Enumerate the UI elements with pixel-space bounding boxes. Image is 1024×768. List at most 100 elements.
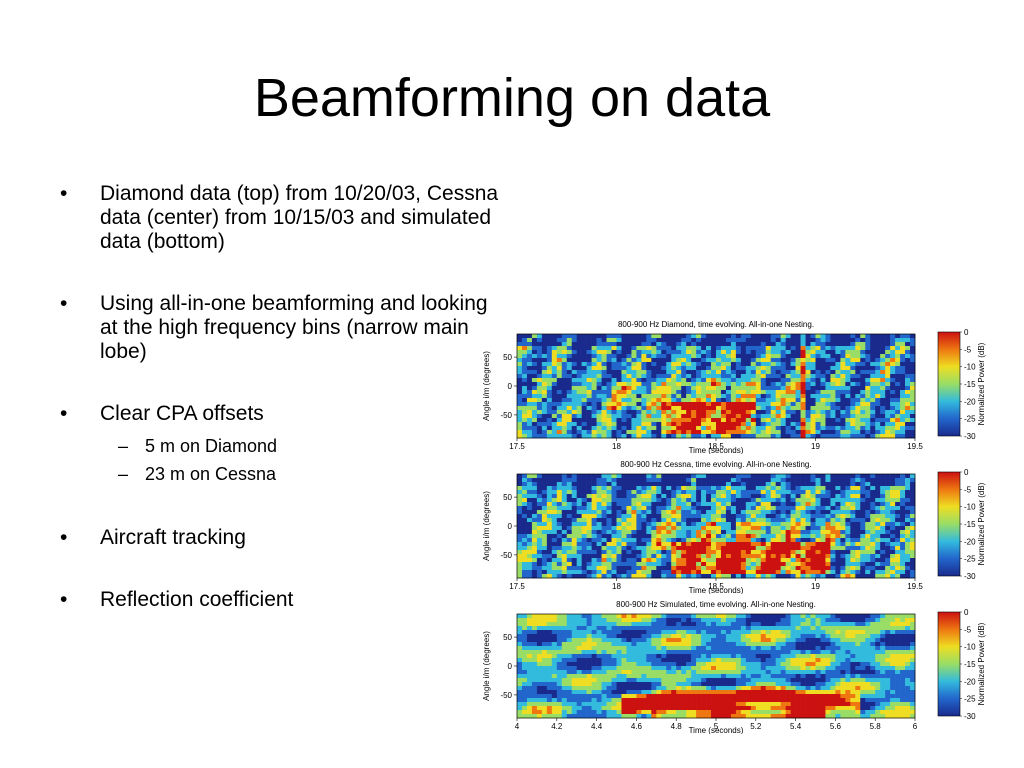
- bullet-glyph: •: [60, 588, 68, 611]
- colorbar-tick-label: -10: [964, 363, 976, 372]
- colorbar-diamond: 0 -5 -10 -15 -20 -25 -30 Normalized Power (dB): [930, 326, 990, 446]
- colorbar-tick-label: -25: [964, 695, 976, 704]
- panel-svg: 800-900 Hz Diamond, time evolving. All-i…: [482, 320, 923, 454]
- colorbar-tick-label: -15: [964, 380, 976, 389]
- sub-bullet-item: – 5 m on Diamond: [100, 432, 500, 460]
- x-axis-label: Time (seconds): [689, 726, 744, 734]
- colorbar-label: Normalized Power (dB): [977, 622, 986, 705]
- colorbar-tick-label: -30: [964, 712, 976, 721]
- colorbar-tick-label: -20: [964, 677, 976, 686]
- x-tick-label: 18: [612, 582, 621, 591]
- colorbar-tick-label: -20: [964, 537, 976, 546]
- bullet-glyph: •: [60, 182, 68, 205]
- bullet-list: • Diamond data (top) from 10/20/03, Cess…: [60, 182, 500, 650]
- colorbar-tick-label: -30: [964, 432, 976, 441]
- sub-bullet-text: 23 m on Cessna: [145, 464, 277, 484]
- panel-title: 800-900 Hz Diamond, time evolving. All-i…: [618, 320, 814, 329]
- colorbar-label: Normalized Power (dB): [977, 342, 986, 425]
- bullet-item: • Diamond data (top) from 10/20/03, Cess…: [60, 182, 500, 254]
- colorbar-tick-label: -25: [964, 415, 976, 424]
- y-tick-label: 0: [508, 662, 513, 671]
- x-tick-label: 18.5: [708, 442, 724, 451]
- bullet-item: • Clear CPA offsets – 5 m on Diamond – 2…: [60, 402, 500, 488]
- y-axis-label: Angle i/m (degrees): [482, 351, 491, 421]
- y-tick-label: 50: [503, 353, 512, 362]
- colorbar-tick-label: -5: [964, 345, 972, 354]
- colorbar-tick-label: 0: [964, 608, 969, 617]
- bullet-item: • Using all-in-one beamforming and looki…: [60, 292, 500, 364]
- colorbar-tick-label: -15: [964, 520, 976, 529]
- colorbar-label: Normalized Power (dB): [977, 482, 986, 565]
- bullet-text: Diamond data (top) from 10/20/03, Cessna…: [100, 182, 499, 253]
- y-tick-label: 0: [508, 382, 513, 391]
- y-tick-label: 50: [503, 493, 512, 502]
- heatmap: [517, 614, 916, 719]
- y-tick-label: -50: [500, 551, 512, 560]
- colorbar-tick-label: -5: [964, 625, 972, 634]
- bullet-item: • Aircraft tracking: [60, 526, 500, 550]
- bullet-text: Aircraft tracking: [100, 526, 246, 549]
- panel-svg: 800-900 Hz Simulated, time evolving. All…: [482, 600, 918, 734]
- colorbar-tick-label: -5: [964, 485, 972, 494]
- bullet-glyph: •: [60, 292, 68, 315]
- colorbar-simulated: 0 -5 -10 -15 -20 -25 -30 Normalized Power (dB): [930, 606, 990, 726]
- colorbar-tick-label: -10: [964, 643, 976, 652]
- colorbar-tick-label: -30: [964, 572, 976, 581]
- y-tick-label: 0: [508, 522, 513, 531]
- colorbar-tick-label: -10: [964, 503, 976, 512]
- panel-title: 800-900 Hz Simulated, time evolving. All…: [616, 600, 816, 609]
- sub-bullet-text: 5 m on Diamond: [145, 436, 278, 456]
- x-tick-label: 4.8: [671, 722, 683, 731]
- bullet-glyph: •: [60, 402, 68, 425]
- x-tick-label: 4.2: [551, 722, 563, 731]
- colorbar-tick-label: 0: [964, 468, 969, 477]
- sub-bullet-list: – 5 m on Diamond – 23 m on Cessna: [100, 432, 500, 488]
- bullet-text: Reflection coefficient: [100, 588, 294, 611]
- x-tick-label: 19: [811, 442, 820, 451]
- sub-bullet-item: – 23 m on Cessna: [100, 460, 500, 488]
- beamforming-panel-cessna: 800-900 Hz Cessna, time evolving. All-in…: [475, 456, 935, 594]
- x-tick-label: 17.5: [509, 442, 525, 451]
- x-tick-label: 5.8: [870, 722, 882, 731]
- colorbar-tick-label: -25: [964, 555, 976, 564]
- x-tick-label: 6: [913, 722, 918, 731]
- bullet-item: • Reflection coefficient: [60, 588, 500, 612]
- x-tick-label: 18: [612, 442, 621, 451]
- y-axis-label: Angle i/m (degrees): [482, 631, 491, 701]
- x-tick-label: 19.5: [907, 442, 923, 451]
- y-tick-label: -50: [500, 411, 512, 420]
- y-tick-label: 50: [503, 633, 512, 642]
- panel-title: 800-900 Hz Cessna, time evolving. All-in…: [620, 460, 811, 469]
- x-tick-label: 5.2: [750, 722, 762, 731]
- x-tick-label: 4: [515, 722, 520, 731]
- beamforming-panel-simulated: 800-900 Hz Simulated, time evolving. All…: [475, 596, 935, 734]
- bullet-glyph: •: [60, 526, 68, 549]
- x-axis-label: Time (seconds): [689, 446, 744, 454]
- bullet-text: Clear CPA offsets: [100, 402, 264, 425]
- sub-bullet-glyph: –: [118, 436, 129, 456]
- colorbar-tick-label: -15: [964, 660, 976, 669]
- x-tick-label: 4.4: [591, 722, 603, 731]
- panel-svg: 800-900 Hz Cessna, time evolving. All-in…: [482, 460, 923, 594]
- beamforming-panel-diamond: 800-900 Hz Diamond, time evolving. All-i…: [475, 316, 935, 454]
- colorbar-tick-label: 0: [964, 328, 969, 337]
- heatmap: [517, 474, 916, 579]
- slide-title: Beamforming on data: [253, 68, 771, 128]
- x-tick-label: 17.5: [509, 582, 525, 591]
- x-tick-label: 19.5: [907, 582, 923, 591]
- y-tick-label: -50: [500, 691, 512, 700]
- x-tick-label: 5: [714, 722, 719, 731]
- x-tick-label: 18.5: [708, 582, 724, 591]
- y-axis-label: Angle i/m (degrees): [482, 491, 491, 561]
- colorbar-cessna: 0 -5 -10 -15 -20 -25 -30 Normalized Power (dB): [930, 466, 990, 586]
- x-tick-label: 19: [811, 582, 820, 591]
- sub-bullet-glyph: –: [118, 464, 129, 484]
- bullet-text: Using all-in-one beamforming and looking…: [100, 292, 488, 363]
- x-axis-label: Time (seconds): [689, 586, 744, 594]
- x-tick-label: 4.6: [631, 722, 643, 731]
- x-tick-label: 5.6: [830, 722, 842, 731]
- heatmap: [517, 334, 916, 439]
